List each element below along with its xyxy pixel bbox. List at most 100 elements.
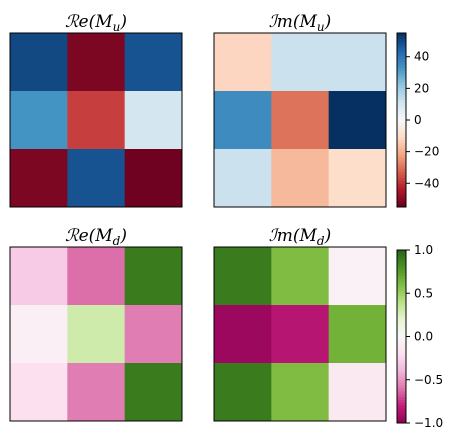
colorbar-segment: [397, 122, 406, 127]
heatmap-cell: [271, 33, 330, 92]
colorbar-segment: [397, 420, 406, 424]
heatmap-cell: [328, 305, 387, 364]
colorbar-segment: [397, 117, 406, 121]
colorbar-segment: [397, 67, 406, 72]
panel-title: ℐm(Md): [269, 226, 331, 248]
heatmap-cell: [10, 33, 68, 92]
heatmap-frame: [213, 32, 387, 208]
colorbar-segment: [397, 250, 406, 254]
colorbar-segment: [397, 41, 406, 46]
colorbar-segment: [397, 169, 406, 173]
colorbar-segment: [397, 348, 406, 352]
colorbar-segment: [397, 111, 406, 115]
colorbar-segment: [397, 382, 406, 387]
heatmap-cell: [10, 91, 68, 150]
colorbar-segment: [397, 333, 406, 337]
colorbar-segment: [397, 417, 406, 421]
colorbar-segment: [397, 356, 406, 361]
colorbar-segment: [397, 373, 406, 378]
colorbar-segment: [397, 105, 406, 109]
colorbar-segment: [397, 163, 406, 167]
colorbar-segment: [397, 270, 406, 274]
colorbar-segment: [397, 281, 406, 286]
colorbar-tick-label: 0: [414, 113, 422, 127]
heatmap-cell: [214, 305, 272, 364]
colorbar-tick-label: −1.0: [414, 416, 443, 430]
colorbar-segment: [397, 183, 406, 188]
colorbar-segment: [397, 278, 406, 283]
heatmap-panel: ℐm(Md): [213, 226, 387, 422]
heatmap-cell: [271, 91, 330, 150]
colorbar-segment: [397, 399, 406, 404]
heatmap-cell: [328, 363, 387, 422]
heatmap-frame: [213, 246, 387, 422]
colorbar-segment: [397, 405, 406, 410]
colorbar-segment: [397, 359, 406, 363]
colorbar-segment: [397, 102, 406, 106]
colorbar-segment: [397, 82, 406, 86]
colorbar-segment: [397, 299, 406, 303]
heatmap-panel: ℐm(Mu): [213, 12, 387, 208]
colorbar-segment: [397, 198, 406, 202]
colorbar-segment: [397, 385, 406, 389]
colorbar: 1.0 0.5 0.0 −0.5 −1.0: [396, 243, 443, 430]
colorbar-segment: [397, 85, 406, 89]
colorbar-segment: [397, 64, 406, 69]
colorbar-segment: [397, 388, 406, 392]
colorbar-segment: [397, 402, 406, 407]
heatmap-cell: [271, 305, 330, 364]
colorbar-segment: [397, 128, 406, 133]
colorbar-segment: [397, 287, 406, 291]
colorbar-segment: [397, 313, 406, 317]
colorbar-segment: [397, 362, 406, 366]
colorbar-segment: [397, 131, 406, 135]
heatmap-cell: [328, 149, 387, 208]
colorbar-tick-label: −0.5: [414, 373, 443, 387]
colorbar-segment: [397, 33, 406, 37]
colorbar-tick-label: 40: [414, 50, 429, 64]
colorbar-segment: [397, 99, 406, 104]
colorbar-segment: [397, 301, 406, 306]
heatmap-cell: [10, 247, 68, 306]
colorbar-segment: [397, 201, 406, 205]
colorbar-segment: [397, 204, 406, 208]
colorbar-segment: [397, 267, 406, 271]
colorbar: −40 −20 0 20 40: [396, 32, 439, 208]
heatmap-cell: [67, 363, 126, 422]
colorbar-segment: [397, 324, 406, 329]
heatmap-cell: [124, 149, 183, 208]
colorbar-segment: [397, 316, 406, 320]
colorbar-segment: [397, 371, 406, 375]
colorbar-segment: [397, 264, 406, 268]
colorbar-segment: [397, 62, 406, 66]
colorbar-segment: [397, 151, 406, 156]
colorbar-segment: [397, 114, 406, 118]
colorbar-segment: [397, 345, 406, 349]
colorbar-tick-label: 0.5: [414, 286, 433, 300]
colorbar-segment: [397, 44, 406, 48]
colorbar-tick-label: −20: [414, 145, 439, 159]
colorbar-segment: [397, 166, 406, 170]
panel-title: ℛe(Md): [65, 226, 127, 248]
colorbar-segment: [397, 339, 406, 343]
colorbar-segment: [397, 93, 406, 98]
colorbar-segment: [397, 319, 406, 323]
colorbar-segment: [397, 143, 406, 147]
colorbar-segment: [397, 350, 406, 355]
heatmap-cell: [67, 91, 126, 150]
colorbar-segment: [397, 379, 406, 384]
colorbar-segment: [397, 394, 406, 398]
heatmap-cell: [328, 91, 387, 150]
heatmap-cell: [124, 363, 183, 422]
colorbar-segment: [397, 38, 406, 43]
heatmap-cell: [124, 247, 183, 306]
colorbar-segment: [397, 35, 406, 40]
colorbar-segment: [397, 310, 406, 314]
heatmap-cell: [124, 305, 183, 364]
heatmap-cell: [67, 149, 126, 208]
colorbar-tick-label: 20: [414, 81, 429, 95]
colorbar-segment: [397, 73, 406, 77]
heatmap-cell: [124, 33, 183, 92]
heatmap-cell: [10, 149, 68, 208]
